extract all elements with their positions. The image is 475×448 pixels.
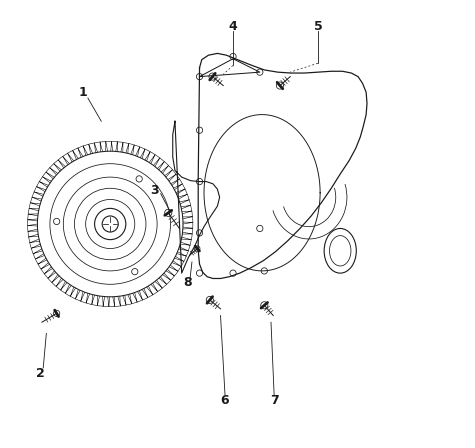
Text: 8: 8 [183, 276, 192, 289]
Text: 3: 3 [151, 184, 159, 197]
Text: 4: 4 [228, 20, 238, 33]
Text: 6: 6 [221, 394, 229, 407]
Text: 7: 7 [270, 394, 278, 407]
Text: 2: 2 [36, 367, 45, 380]
Text: 1: 1 [79, 86, 88, 99]
Text: 5: 5 [314, 20, 322, 33]
